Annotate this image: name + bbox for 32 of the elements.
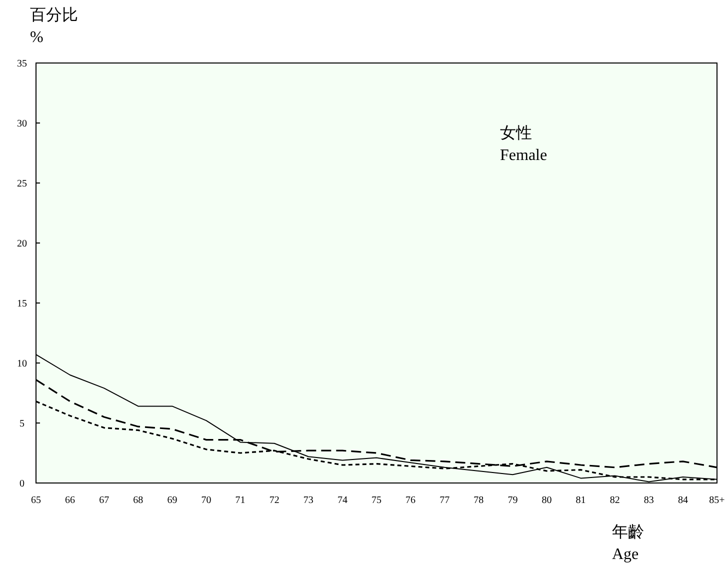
y-tick-label: 0 <box>20 478 24 490</box>
y-tick-label: 30 <box>17 118 27 130</box>
x-tick-label: 78 <box>474 495 484 506</box>
x-axis-title: 年齡 Age <box>612 524 644 563</box>
x-tick-label: 66 <box>65 495 76 506</box>
y-tick-label: 35 <box>17 58 27 70</box>
x-tick-label: 75 <box>372 495 382 506</box>
x-tick-label: 76 <box>406 495 416 506</box>
y-tick-label: 5 <box>20 418 24 430</box>
x-tick-label: 73 <box>303 495 314 506</box>
x-tick-label: 80 <box>542 495 552 506</box>
x-tick-label: 79 <box>508 495 518 506</box>
annotation: 女性 Female <box>500 125 548 164</box>
x-tick-label: 67 <box>99 495 110 506</box>
x-tick-label: 65 <box>31 495 41 506</box>
y-axis-title: 百分比 % <box>30 6 78 46</box>
x-tick-label: 85+ <box>709 495 726 506</box>
y-tick-label: 25 <box>17 178 27 190</box>
y-tick-label: 10 <box>17 358 27 370</box>
x-tick-label: 69 <box>167 495 178 506</box>
x-tick-label: 83 <box>644 495 654 506</box>
x-tick-label: 77 <box>440 495 450 506</box>
x-tick-label: 81 <box>576 495 586 506</box>
x-tick-label: 82 <box>610 495 620 506</box>
x-tick-label: 84 <box>678 495 688 506</box>
y-tick-label: 20 <box>17 238 27 250</box>
x-tick-label: 71 <box>235 495 246 506</box>
x-tick-label: 72 <box>269 495 280 506</box>
y-tick-label: 15 <box>17 298 27 310</box>
x-tick-label: 74 <box>337 495 348 506</box>
x-tick-label: 68 <box>133 495 144 506</box>
x-tick-label: 70 <box>201 495 212 506</box>
